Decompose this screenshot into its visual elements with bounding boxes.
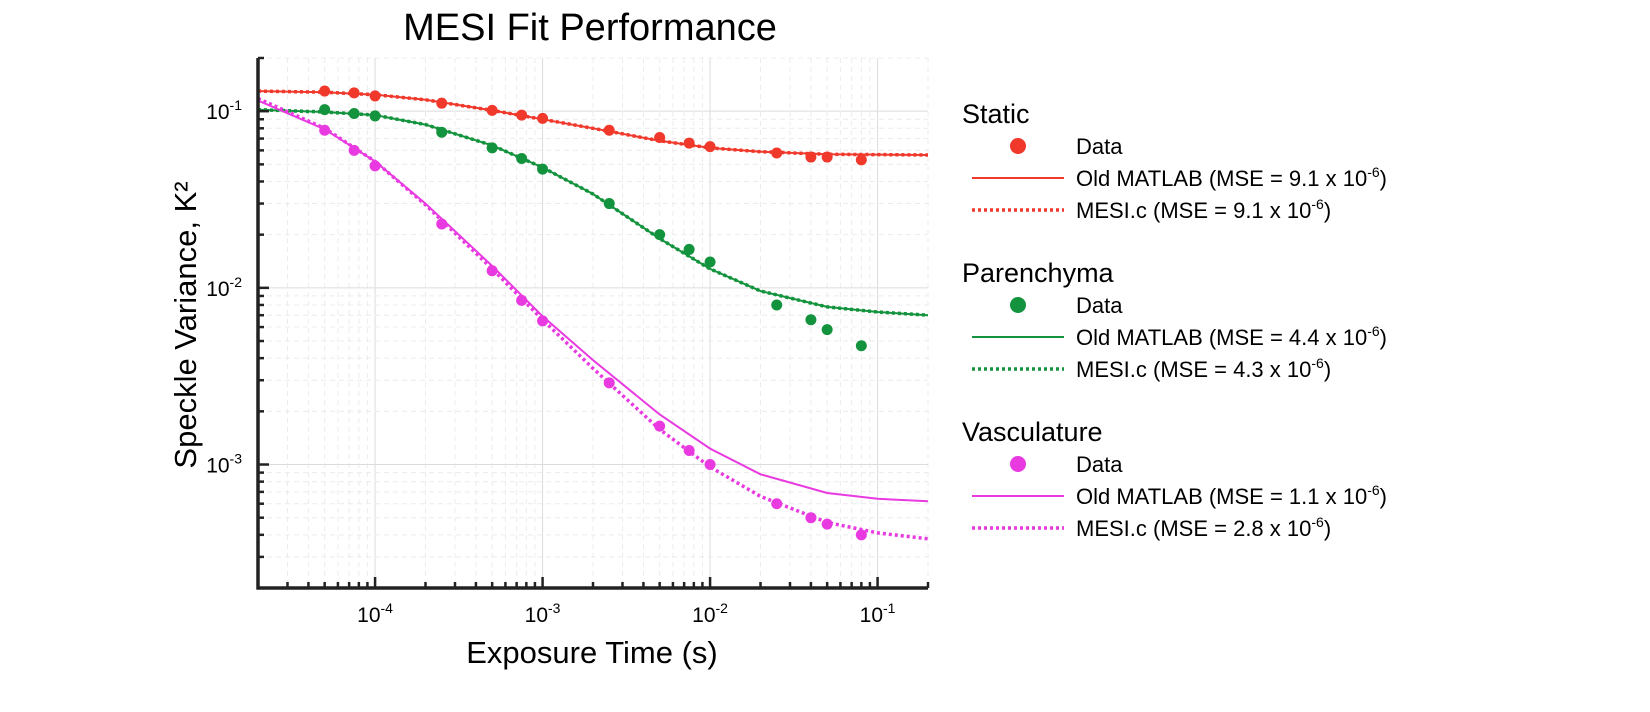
static-data-point bbox=[486, 104, 498, 116]
parenchyma-data-point bbox=[369, 110, 381, 122]
legend-label-vasculature-mesi-c: MESI.c (MSE = 2.8 x 10-6) bbox=[1076, 514, 1331, 541]
x-tick-label: 10-2 bbox=[692, 600, 728, 627]
legend-label-parenchyma-old-matlab: Old MATLAB (MSE = 4.4 x 10-6) bbox=[1076, 323, 1387, 350]
x-tick-label: 10-3 bbox=[525, 600, 561, 627]
y-tick-label: 10-1 bbox=[206, 97, 242, 124]
vasculature-data-point bbox=[821, 518, 833, 530]
y-tick-label: 10-2 bbox=[206, 274, 242, 301]
static-data-point bbox=[516, 109, 528, 121]
x-tick-label: 10-4 bbox=[357, 600, 393, 627]
vasculature-data-point bbox=[486, 265, 498, 277]
legend-marker-static-data bbox=[1010, 138, 1026, 154]
parenchyma-data-point bbox=[771, 299, 783, 311]
static-data-point bbox=[348, 87, 360, 99]
parenchyma-data-point bbox=[704, 256, 716, 268]
vasculature-data-point bbox=[369, 160, 381, 172]
data-points bbox=[319, 85, 867, 541]
static-mesi-c-line bbox=[258, 89, 928, 157]
legend: Static Data Old MATLAB (MSE = 9.1 x 10-6) M… bbox=[962, 99, 1387, 541]
static-data-point bbox=[603, 124, 615, 136]
vasculature-data-point bbox=[348, 144, 360, 156]
vasculature-data-point bbox=[805, 512, 817, 524]
legend-label-vasculature-data: Data bbox=[1076, 452, 1123, 477]
parenchyma-data-point bbox=[486, 142, 498, 154]
x-tick-label: 10-1 bbox=[860, 600, 896, 627]
y-axis-label: Speckle Variance, K² bbox=[168, 181, 203, 468]
parenchyma-data-point bbox=[436, 126, 448, 138]
parenchyma-data-point bbox=[537, 163, 549, 175]
vasculature-data-point bbox=[516, 294, 528, 306]
y-tick-label: 10-3 bbox=[206, 451, 242, 478]
static-data-point bbox=[654, 131, 666, 143]
parenchyma-data-point bbox=[805, 314, 817, 326]
parenchyma-data-point bbox=[654, 229, 666, 241]
vasculature-data-point bbox=[436, 218, 448, 230]
vasculature-data-point bbox=[704, 459, 716, 471]
static-data-point bbox=[319, 85, 331, 97]
static-data-point bbox=[369, 90, 381, 102]
legend-heading-vasculature: Vasculature bbox=[962, 417, 1103, 447]
vasculature-data-point bbox=[855, 529, 867, 541]
parenchyma-data-point bbox=[603, 198, 615, 210]
chart-title: MESI Fit Performance bbox=[403, 7, 777, 49]
parenchyma-data-point bbox=[683, 243, 695, 255]
vasculature-data-point bbox=[771, 498, 783, 510]
parenchyma-mesi-c-line bbox=[258, 107, 928, 317]
static-data-point bbox=[821, 151, 833, 163]
vasculature-data-point bbox=[537, 315, 549, 327]
legend-marker-parenchyma-data bbox=[1010, 297, 1026, 313]
axes: 10-4 10-3 10-2 10-1 10-3 10-2 10-1 bbox=[206, 56, 930, 627]
static-data-point bbox=[704, 141, 716, 153]
x-axis-label: Exposure Time (s) bbox=[466, 635, 718, 670]
legend-heading-parenchyma: Parenchyma bbox=[962, 258, 1115, 288]
legend-label-parenchyma-mesi-c: MESI.c (MSE = 4.3 x 10-6) bbox=[1076, 355, 1331, 382]
static-data-point bbox=[683, 137, 695, 149]
legend-label-static-data: Data bbox=[1076, 134, 1123, 159]
legend-label-static-mesi-c: MESI.c (MSE = 9.1 x 10-6) bbox=[1076, 196, 1331, 223]
static-data-point bbox=[855, 154, 867, 166]
static-data-point bbox=[436, 97, 448, 109]
legend-label-parenchyma-data: Data bbox=[1076, 293, 1123, 318]
grid-lines bbox=[257, 57, 929, 589]
vasculature-data-point bbox=[683, 445, 695, 457]
vasculature-data-point bbox=[319, 124, 331, 136]
vasculature-data-point bbox=[654, 420, 666, 432]
static-data-point bbox=[771, 147, 783, 159]
vasculature-data-point bbox=[603, 377, 615, 389]
legend-label-static-old-matlab: Old MATLAB (MSE = 9.1 x 10-6) bbox=[1076, 164, 1387, 191]
parenchyma-data-point bbox=[348, 108, 360, 120]
static-data-point bbox=[537, 112, 549, 124]
parenchyma-data-point bbox=[516, 152, 528, 164]
parenchyma-data-point bbox=[821, 324, 833, 336]
legend-marker-vasculature-data bbox=[1010, 456, 1026, 472]
parenchyma-data-point bbox=[319, 104, 331, 116]
legend-label-vasculature-old-matlab: Old MATLAB (MSE = 1.1 x 10-6) bbox=[1076, 482, 1387, 509]
static-data-point bbox=[805, 151, 817, 163]
legend-heading-static: Static bbox=[962, 99, 1030, 129]
parenchyma-data-point bbox=[855, 340, 867, 352]
